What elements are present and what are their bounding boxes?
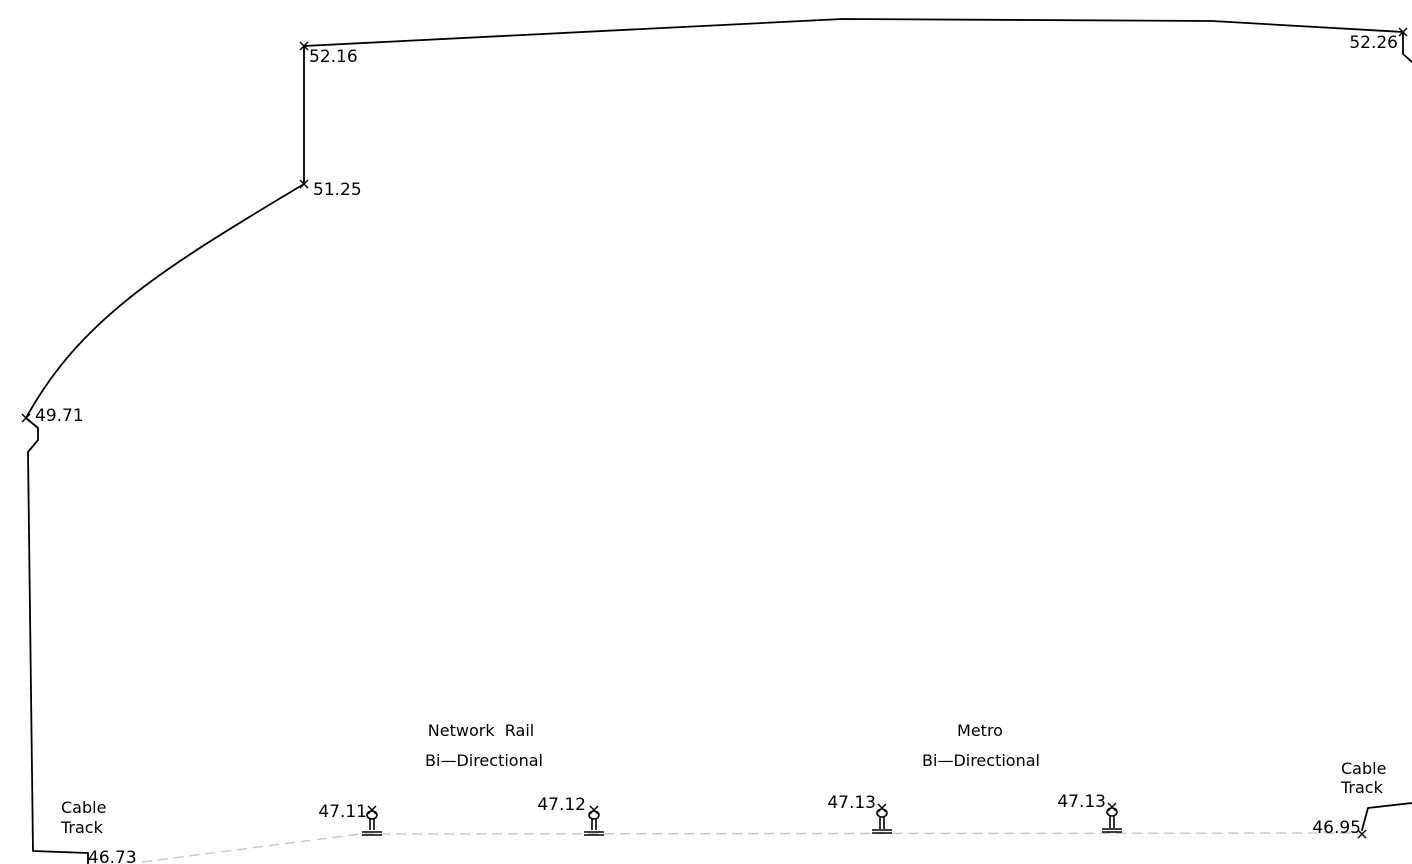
survey-point-49-71 <box>21 413 31 423</box>
tunnel-outline <box>25 18 1412 864</box>
level-rail-1: 47.11 <box>318 802 367 822</box>
survey-point-52-26 <box>1398 27 1408 37</box>
tunnel-outline-right-lower <box>1361 802 1412 831</box>
rail-profile-icon <box>362 805 382 836</box>
level-wall-top-left: 52.16 <box>309 47 358 67</box>
level-wall-top-right: 52.26 <box>1349 33 1398 53</box>
label-metro: Metro <box>957 721 1003 740</box>
label-network-rail-direction: Bi—Directional <box>425 751 543 770</box>
label-cable-track-left-2: Track <box>60 818 104 837</box>
label-cable-track-left-1: Cable <box>61 798 106 817</box>
survey-point-46-95 <box>1357 829 1367 839</box>
label-cable-track-right-1: Cable <box>1341 759 1386 778</box>
rail-profile-icon <box>584 805 604 836</box>
level-cable-track-right: 46.95 <box>1312 818 1361 838</box>
survey-point-51-25 <box>299 179 309 189</box>
level-rail-4: 47.13 <box>1057 792 1106 812</box>
survey-point-52-16 <box>299 41 309 51</box>
label-cable-track-right-2: Track <box>1340 778 1384 797</box>
level-rail-2: 47.12 <box>537 795 586 815</box>
level-cable-track-left: 46.73 <box>88 848 137 864</box>
rail-profile-icon <box>872 803 892 834</box>
rail-level-line <box>141 832 1363 863</box>
level-wall-mid-left: 49.71 <box>35 406 84 426</box>
level-rail-3: 47.13 <box>827 793 876 813</box>
level-wall-shoulder-left: 51.25 <box>313 180 362 200</box>
label-network-rail: Network Rail <box>428 721 534 740</box>
rail-profile-icon <box>1102 802 1122 833</box>
label-metro-direction: Bi—Directional <box>922 751 1040 770</box>
